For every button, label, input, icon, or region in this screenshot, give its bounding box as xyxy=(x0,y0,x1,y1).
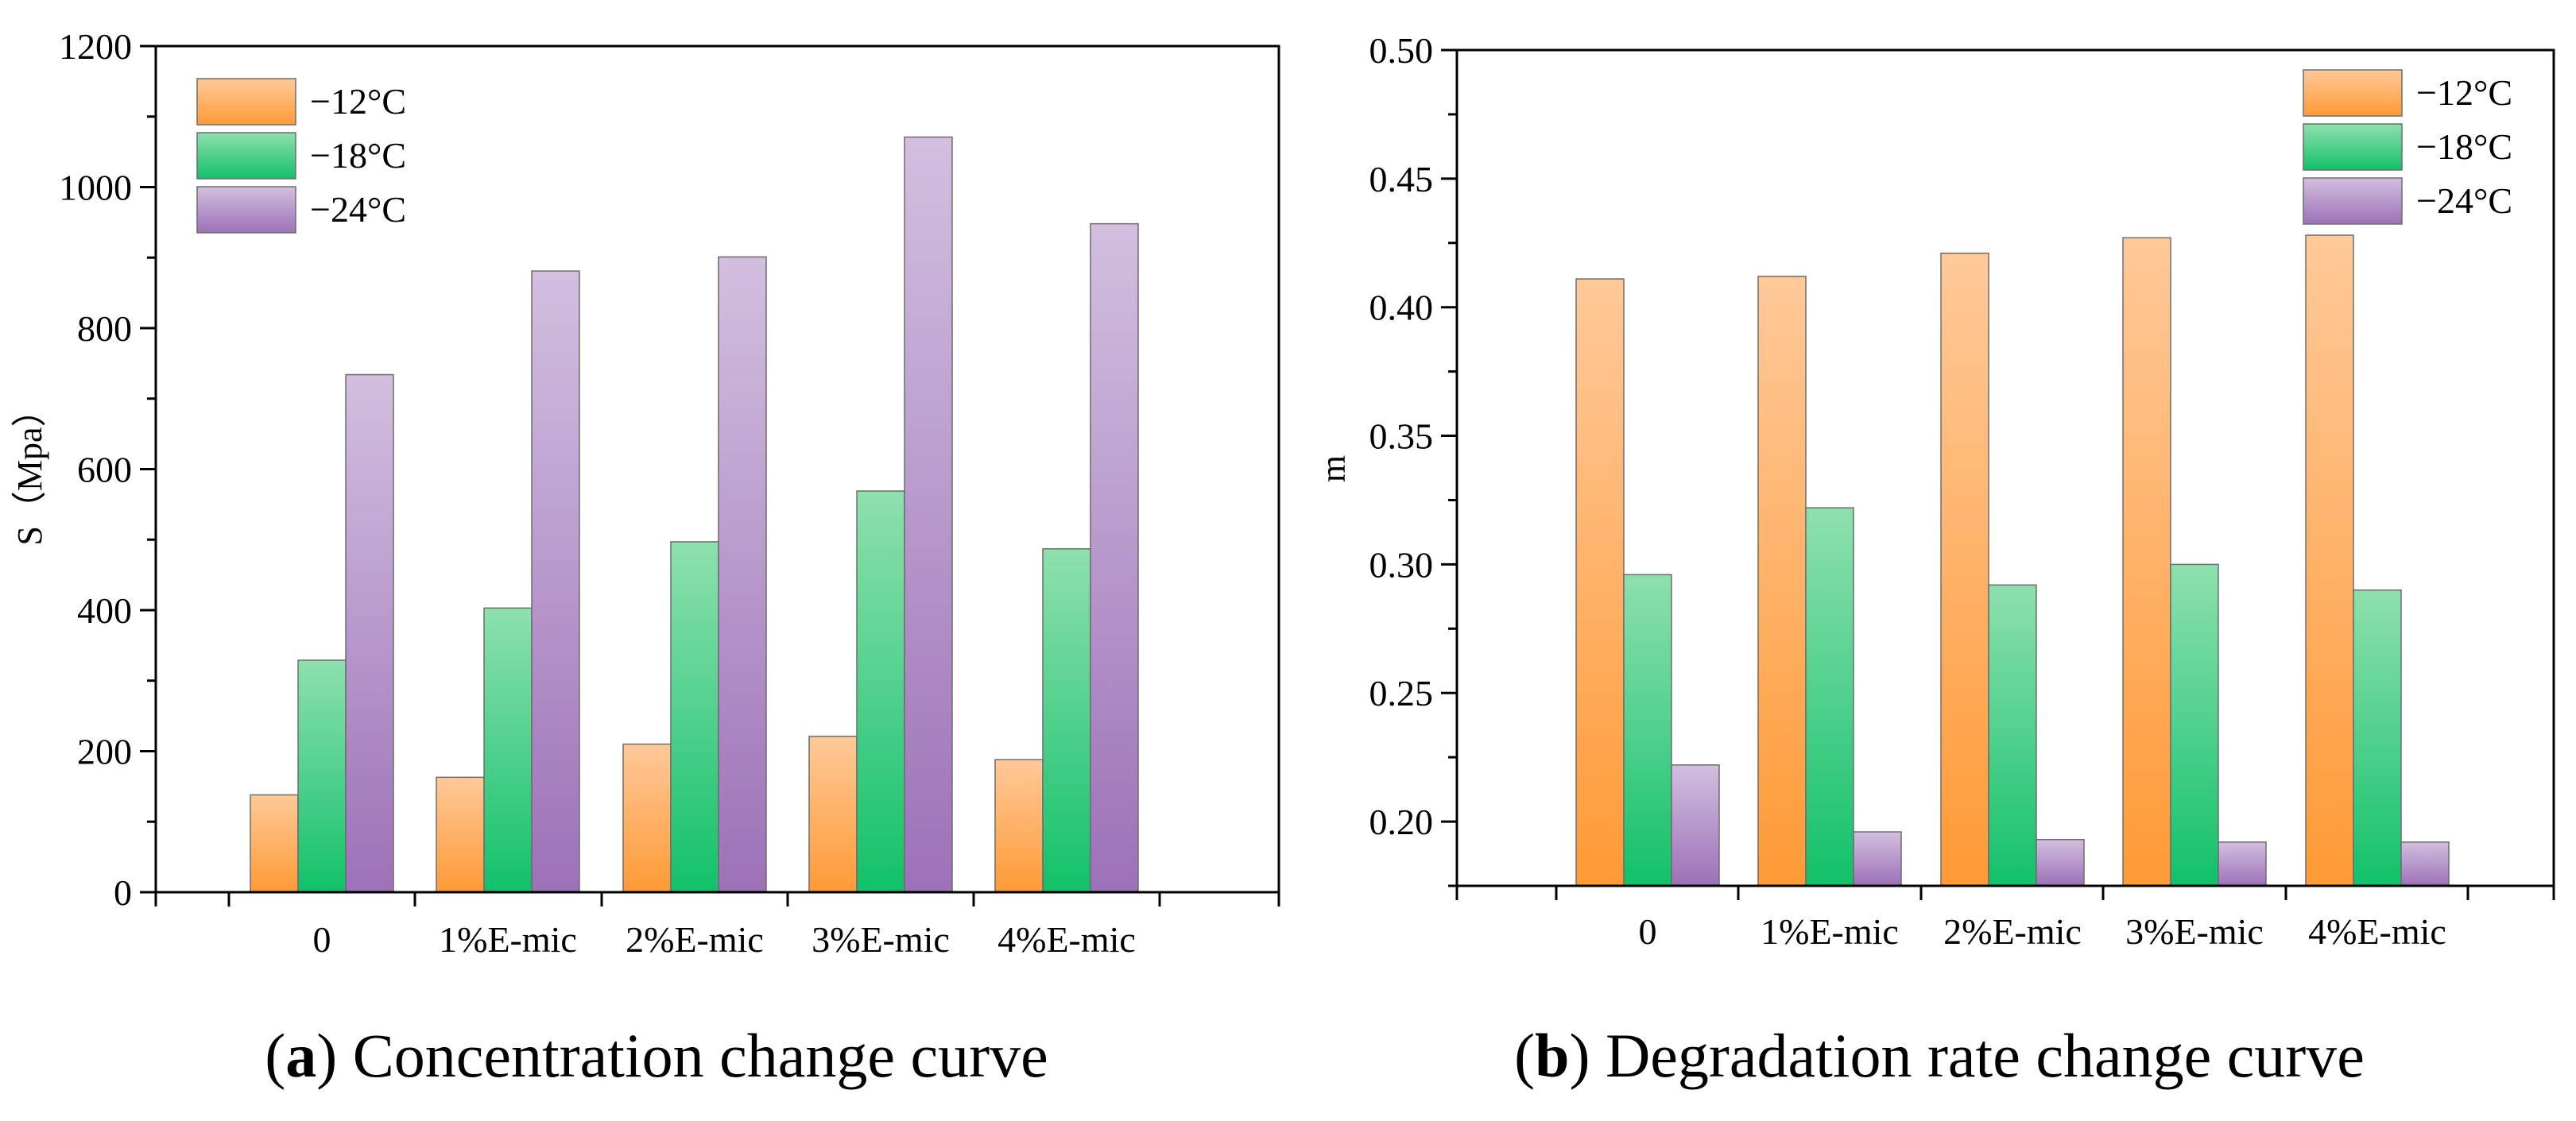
chart-b-caption-letter: b xyxy=(1535,1021,1569,1090)
chart-b-frame xyxy=(1455,48,2555,887)
chart-a-legend-swatch-1 xyxy=(196,78,296,126)
chart-a-xtick-label: 0 xyxy=(313,919,331,960)
chart-b-bar-2-3 xyxy=(1988,584,2037,887)
chart-a-xtick-label: 4%E-mic xyxy=(997,919,1136,960)
chart-b-bar-2-1 xyxy=(1623,574,1672,887)
chart-b-ytick-label: 0.45 xyxy=(1369,159,1434,199)
chart-a-ytick-label: 1200 xyxy=(59,26,132,67)
chart-a-caption-letter: a xyxy=(285,1021,316,1090)
chart-b-bar-3-5 xyxy=(2400,841,2450,887)
chart-b-bars xyxy=(1575,234,2450,887)
chart-b: 0.20 0.25 0.30 0.35 0.40 0.45 0.50 0 1%E-mic 2%E-… xyxy=(1314,30,2555,1090)
chart-a-legend-label-2: −18°C xyxy=(310,135,406,176)
chart-b-ylabel: m xyxy=(1314,455,1353,482)
chart-b-bar-2-5 xyxy=(2353,589,2402,887)
chart-a-xtick-label: 2%E-mic xyxy=(626,919,764,960)
chart-a-bar-2-1 xyxy=(297,659,347,893)
chart-b-legend-label-1: −12°C xyxy=(2416,72,2512,113)
chart-a-ytick-label: 800 xyxy=(77,308,132,349)
chart-a-ticks: 0 200 400 600 800 1000 1200 0 1%E-mic 2%E-mic 3%E-… xyxy=(59,26,1280,960)
chart-a-xtick-label: 1%E-mic xyxy=(439,919,577,960)
chart-b-legend-swatch-3 xyxy=(2303,177,2403,225)
chart-a-bar-1-4 xyxy=(808,736,858,893)
chart-b-ticks: 0.20 0.25 0.30 0.35 0.40 0.45 0.50 0 1%E-mic 2%E-… xyxy=(1369,30,2555,952)
chart-a-ytick-label: 600 xyxy=(77,450,132,490)
chart-a-legend-label-1: −12°C xyxy=(310,81,406,122)
chart-a-bar-3-1 xyxy=(345,373,394,893)
chart-b-caption: (b) Degradation rate change curve xyxy=(1514,1021,2365,1090)
chart-b-bar-1-1 xyxy=(1575,278,1625,887)
chart-a-ytick-label: 0 xyxy=(114,872,132,913)
chart-a-caption-text: Concentration change curve xyxy=(353,1021,1048,1090)
chart-a-bar-1-3 xyxy=(622,743,672,893)
chart-a-ylabel: S（Mpa） xyxy=(10,392,49,545)
chart-b-ytick-label: 0.50 xyxy=(1369,30,1434,71)
chart-a-ytick-label: 1000 xyxy=(59,168,132,208)
chart-b-caption-text: Degradation rate change curve xyxy=(1606,1021,2365,1090)
chart-a-legend-swatch-2 xyxy=(196,132,296,180)
chart-a-legend-label-3: −24°C xyxy=(310,189,406,230)
chart-b-bar-1-2 xyxy=(1757,276,1807,887)
chart-b-xtick-label: 0 xyxy=(1639,911,1657,952)
chart-b-legend-label-3: −24°C xyxy=(2416,180,2512,221)
chart-b-bar-2-4 xyxy=(2170,563,2219,887)
chart-a-bar-2-5 xyxy=(1042,548,1091,893)
chart-b-bar-3-4 xyxy=(2218,841,2267,887)
chart-b-ytick-label: 0.40 xyxy=(1369,288,1434,328)
chart-b-legend-swatch-1 xyxy=(2303,69,2403,117)
chart-a-bar-3-3 xyxy=(718,256,767,893)
chart-a-bar-1-1 xyxy=(250,794,299,893)
chart-b-ytick-label: 0.25 xyxy=(1369,673,1434,713)
chart-a-bar-1-2 xyxy=(436,776,485,893)
chart-a-bar-1-5 xyxy=(994,759,1044,893)
chart-b-xtick-label: 2%E-mic xyxy=(1943,911,2082,952)
chart-b-bar-1-5 xyxy=(2305,234,2354,887)
chart-b-ytick-label: 0.35 xyxy=(1369,416,1434,457)
chart-a-caption: (a) Concentration change curve xyxy=(265,1021,1048,1090)
chart-b-ytick-label: 0.20 xyxy=(1369,802,1434,842)
chart-b-xtick-label: 4%E-mic xyxy=(2308,911,2446,952)
chart-b-xtick-label: 3%E-mic xyxy=(2125,911,2264,952)
chart-a-bar-2-2 xyxy=(483,607,533,893)
chart-a-legend: −12°C −18°C −24°C xyxy=(196,78,406,234)
chart-b-legend: −12°C −18°C −24°C xyxy=(2303,69,2512,225)
chart-b-bar-3-2 xyxy=(1853,831,1902,887)
chart-b-xtick-label: 1%E-mic xyxy=(1761,911,1899,952)
chart-a: 0 200 400 600 800 1000 1200 0 1%E-mic 2%E-mic 3%E-… xyxy=(10,26,1280,1090)
chart-a-ytick-label: 200 xyxy=(77,732,132,772)
chart-a-bar-3-4 xyxy=(904,136,953,893)
chart-a-ytick-label: 400 xyxy=(77,590,132,631)
chart-a-bar-3-2 xyxy=(531,270,580,893)
chart-a-bars xyxy=(250,136,1139,893)
chart-b-legend-swatch-2 xyxy=(2303,123,2403,171)
chart-b-ytick-label: 0.30 xyxy=(1369,544,1434,585)
chart-b-legend-label-2: −18°C xyxy=(2416,126,2512,167)
chart-b-bar-3-3 xyxy=(2036,838,2085,887)
chart-a-legend-swatch-3 xyxy=(196,186,296,234)
chart-a-xtick-label: 3%E-mic xyxy=(812,919,950,960)
chart-a-bar-2-3 xyxy=(670,541,719,893)
chart-a-bar-2-4 xyxy=(856,490,905,893)
chart-b-bar-1-3 xyxy=(1940,252,1989,887)
chart-b-bar-3-1 xyxy=(1671,764,1720,887)
chart-b-bar-2-2 xyxy=(1805,507,1854,887)
chart-b-bar-1-4 xyxy=(2122,237,2171,887)
chart-a-bar-3-5 xyxy=(1090,222,1139,893)
